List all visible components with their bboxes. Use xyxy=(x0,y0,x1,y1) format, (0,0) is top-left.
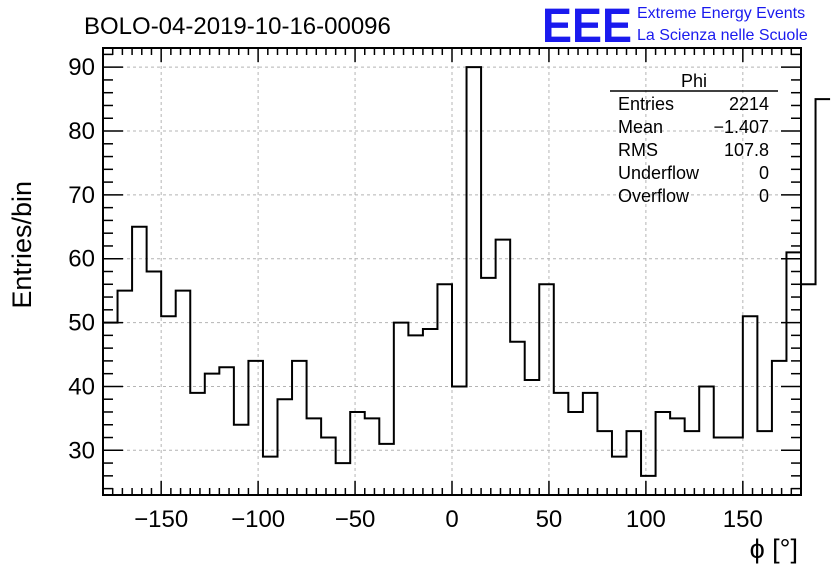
axis-ticks: −150 −100 −50 0 50 100 150 30 40 50 60 70 80 90 xyxy=(68,48,801,533)
histogram-bin xyxy=(801,284,816,495)
y-tick-label: 90 xyxy=(68,54,95,81)
histogram-bin xyxy=(292,361,307,495)
y-tick-label: 80 xyxy=(68,118,95,145)
logo-line2: La Scienza nelle Scuole xyxy=(637,27,808,44)
histogram-bin xyxy=(365,418,380,495)
histogram-bin xyxy=(597,431,612,495)
histogram-bin xyxy=(321,438,336,495)
histogram-bin xyxy=(743,316,758,495)
histogram-bin xyxy=(307,418,322,495)
histogram-bin xyxy=(379,444,394,495)
stats-label: Overflow xyxy=(618,186,690,206)
logo-mark: EEE xyxy=(542,0,632,53)
histogram-outline xyxy=(103,66,831,477)
histogram-bin xyxy=(467,67,482,495)
histogram-bin xyxy=(190,393,205,495)
histogram-bin xyxy=(525,380,540,495)
histogram-bin xyxy=(583,393,598,495)
histogram-bin xyxy=(161,316,176,495)
histogram-bin xyxy=(263,457,278,495)
histogram-bin xyxy=(627,431,642,495)
stats-label: Mean xyxy=(618,117,663,137)
histogram-bin xyxy=(205,374,220,495)
histogram-bin xyxy=(118,291,133,495)
histogram-bin xyxy=(350,412,365,495)
logo-line1: Extreme Energy Events xyxy=(637,5,805,22)
histogram-bin xyxy=(568,412,583,495)
histogram-bin xyxy=(772,361,787,495)
histogram-bin xyxy=(496,240,511,495)
x-tick-label: 0 xyxy=(445,506,458,533)
histogram-bin xyxy=(437,284,452,495)
histogram-bin xyxy=(699,386,714,495)
histogram-bin xyxy=(685,431,700,495)
x-tick-label: 150 xyxy=(723,506,763,533)
y-axis-label: Entries/bin xyxy=(7,181,37,309)
stats-value: −1.407 xyxy=(713,117,769,137)
histogram-bin xyxy=(816,99,831,495)
histogram-bin xyxy=(234,425,249,495)
y-tick-label: 60 xyxy=(68,246,95,273)
y-tick-label: 50 xyxy=(68,310,95,337)
histogram-bin xyxy=(510,342,525,495)
stats-value: 107.8 xyxy=(724,140,769,160)
histogram-bin xyxy=(656,412,671,495)
histogram-bin xyxy=(641,476,656,495)
stats-label: Underflow xyxy=(618,163,700,183)
x-tick-label: 100 xyxy=(626,506,666,533)
stats-value: 0 xyxy=(759,186,769,206)
histogram-bin xyxy=(612,457,627,495)
stats-name: Phi xyxy=(681,71,707,91)
stats-label: Entries xyxy=(618,94,674,114)
histogram-bin xyxy=(336,463,351,495)
stats-value: 0 xyxy=(759,163,769,183)
histogram-bin xyxy=(147,272,162,496)
x-tick-label: −100 xyxy=(231,506,285,533)
histogram-bin xyxy=(452,386,467,495)
histogram-bin xyxy=(408,335,423,495)
x-axis-label: ϕ [°] xyxy=(750,534,798,564)
histogram-bin xyxy=(554,393,569,495)
stats-value: 2214 xyxy=(729,94,769,114)
stats-rows: Entries 2214 Mean −1.407 RMS 107.8 Underflow 0 O… xyxy=(618,94,769,206)
histogram-bin xyxy=(714,438,729,495)
histogram-bin xyxy=(132,227,147,495)
x-tick-label: −50 xyxy=(335,506,376,533)
y-tick-label: 40 xyxy=(68,373,95,400)
histogram-bin xyxy=(278,399,293,495)
histogram-bin xyxy=(670,418,685,495)
histogram-series xyxy=(103,66,831,496)
histogram-bin xyxy=(728,438,743,495)
histogram-bin xyxy=(394,323,409,495)
histogram-bin xyxy=(248,361,263,495)
histogram-bin xyxy=(423,329,438,495)
chart-title: BOLO-04-2019-10-16-00096 xyxy=(84,13,391,40)
y-tick-label: 30 xyxy=(68,437,95,464)
histogram-bin xyxy=(176,291,191,495)
y-tick-label: 70 xyxy=(68,182,95,209)
histogram-bin xyxy=(757,431,772,495)
stats-box: Phi Entries 2214 Mean −1.407 RMS 107.8 Underfl… xyxy=(610,71,778,206)
stats-label: RMS xyxy=(618,140,658,160)
x-tick-label: 50 xyxy=(536,506,563,533)
eee-logo: EEE Extreme Energy Events La Scienza nel… xyxy=(542,0,808,53)
histogram-bin xyxy=(539,284,554,495)
grid xyxy=(103,48,801,495)
x-tick-label: −150 xyxy=(134,506,188,533)
